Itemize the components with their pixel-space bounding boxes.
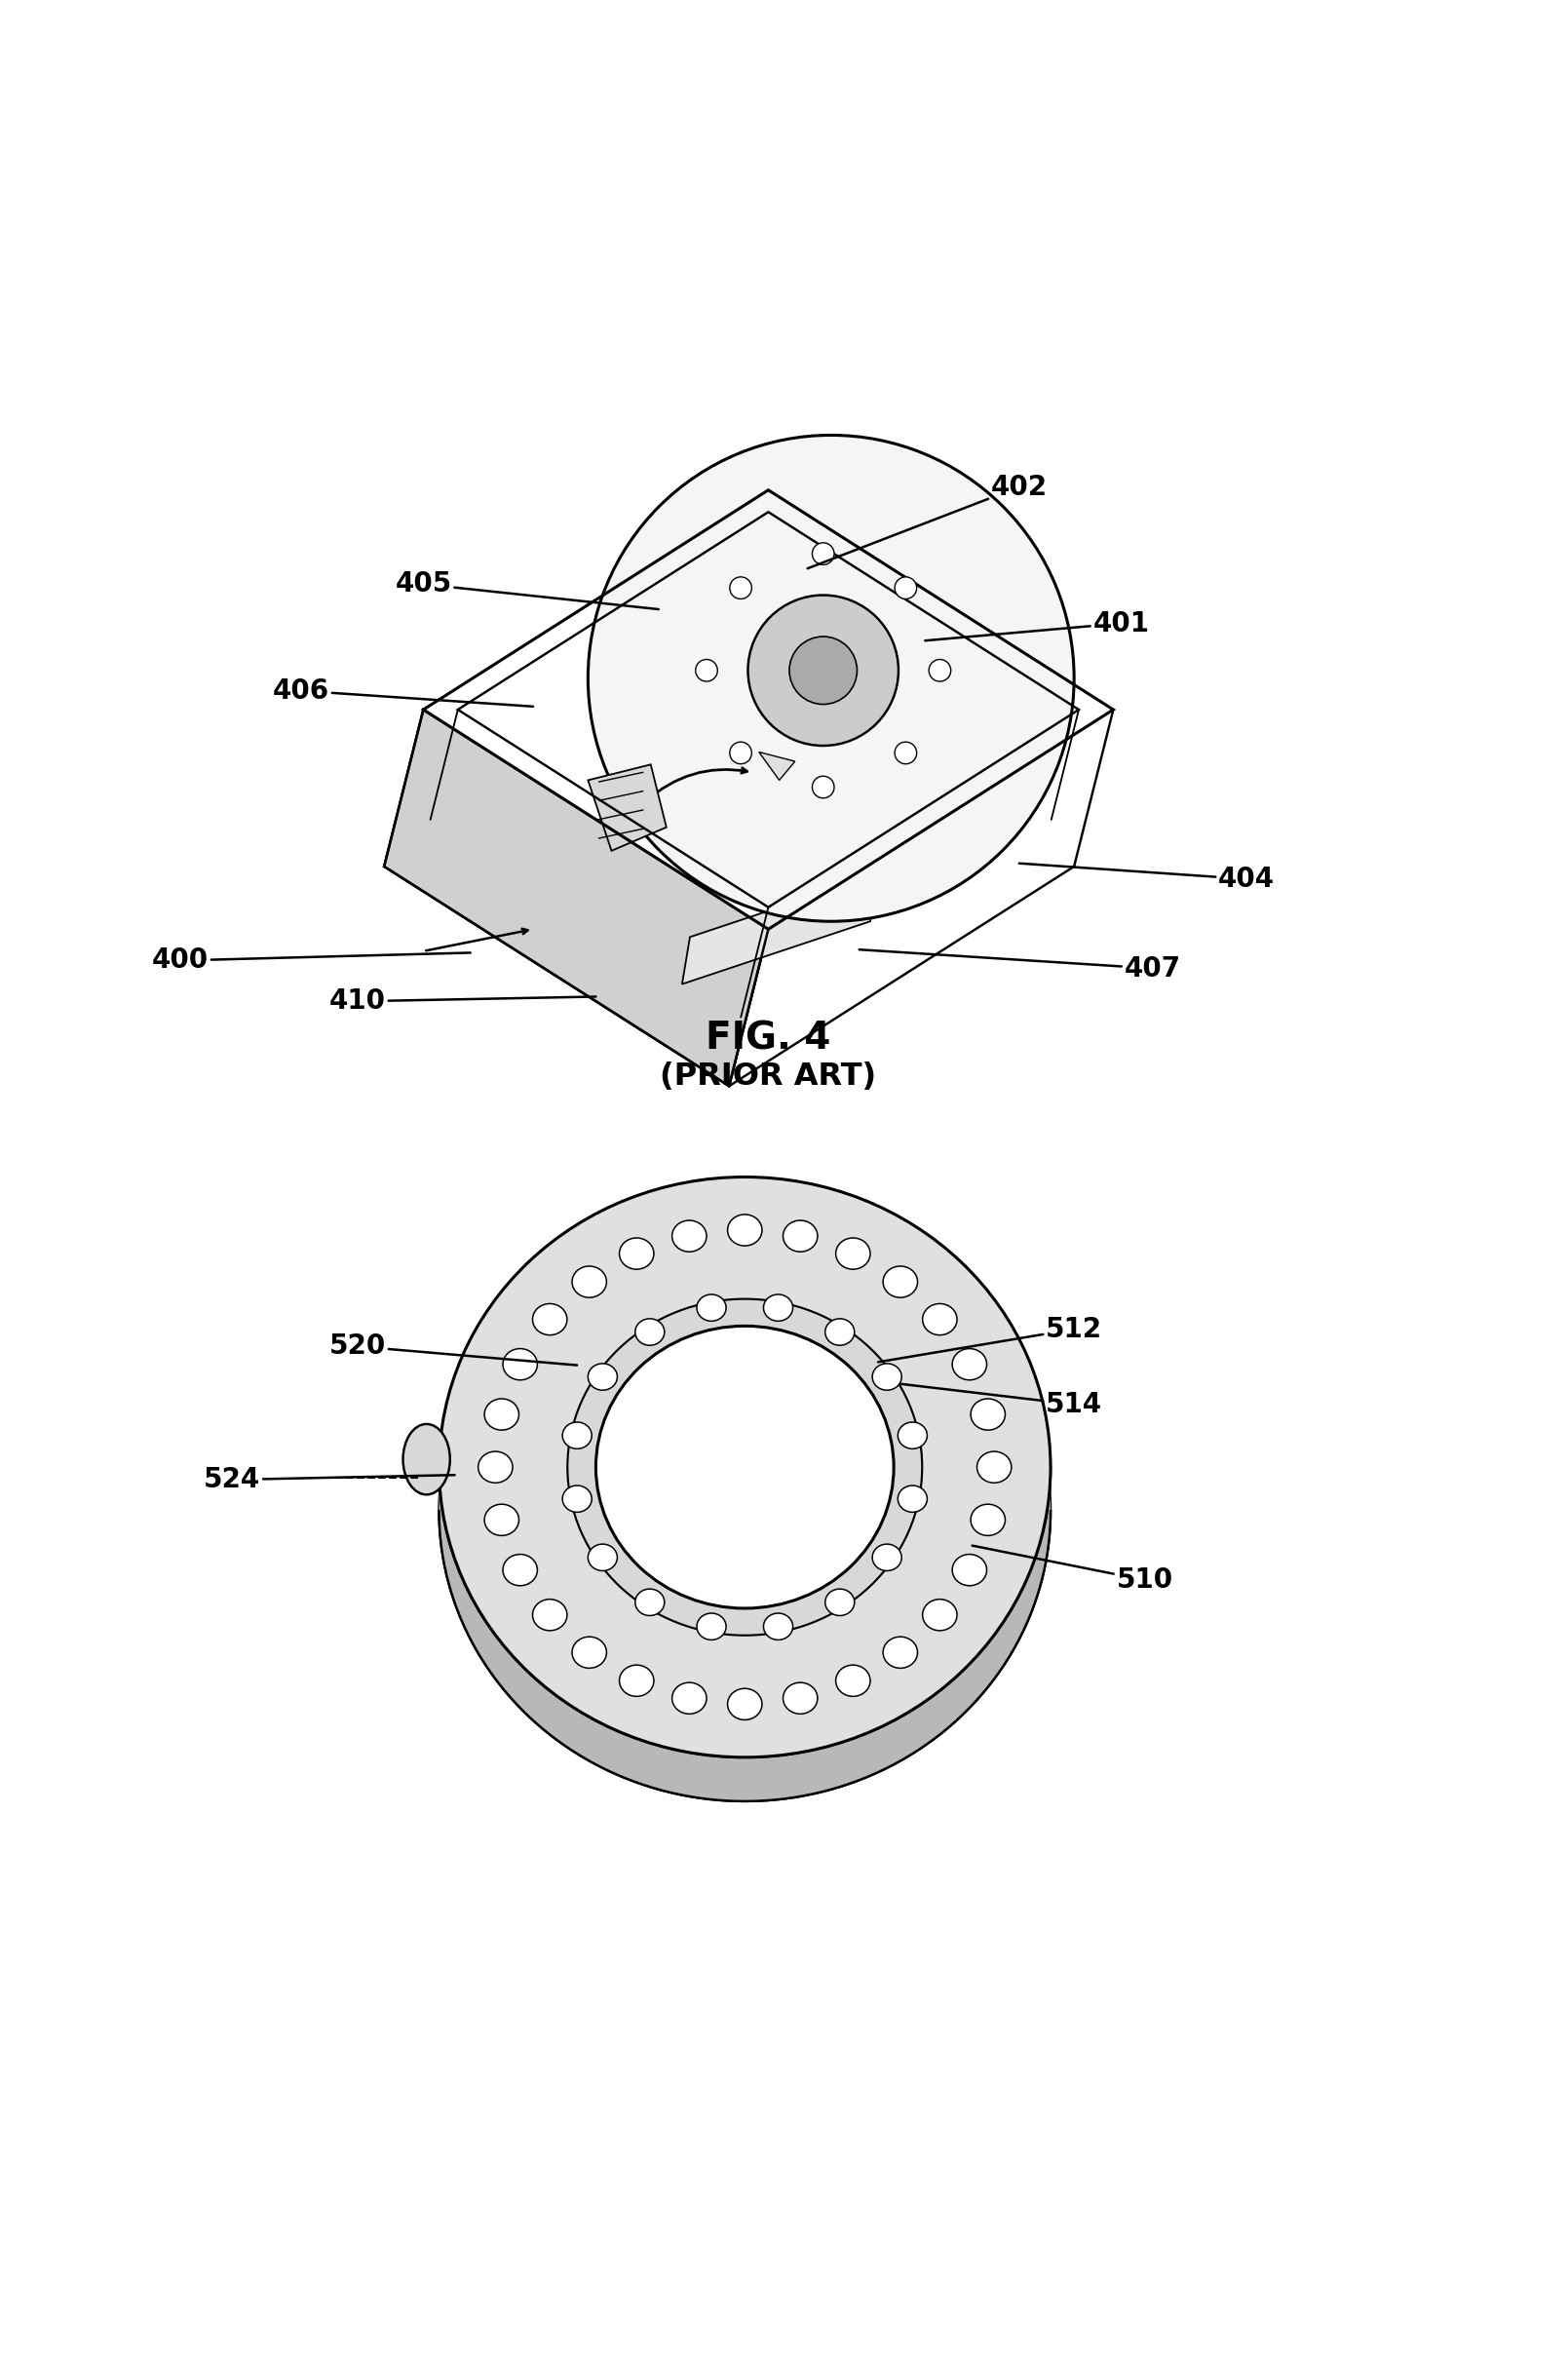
- Circle shape: [928, 659, 950, 680]
- Ellipse shape: [503, 1349, 538, 1379]
- Text: 402: 402: [808, 473, 1047, 567]
- Text: 405: 405: [395, 570, 659, 610]
- Ellipse shape: [836, 1664, 870, 1697]
- Ellipse shape: [478, 1452, 513, 1483]
- Ellipse shape: [922, 1304, 956, 1335]
- Ellipse shape: [728, 1688, 762, 1721]
- Circle shape: [812, 544, 834, 565]
- Ellipse shape: [898, 1485, 927, 1511]
- Circle shape: [729, 577, 751, 598]
- Polygon shape: [759, 751, 795, 779]
- Ellipse shape: [403, 1424, 450, 1495]
- Circle shape: [696, 659, 718, 680]
- Ellipse shape: [568, 1299, 922, 1636]
- Ellipse shape: [872, 1363, 902, 1391]
- Text: 410: 410: [329, 989, 596, 1015]
- Circle shape: [729, 742, 751, 765]
- Ellipse shape: [782, 1683, 817, 1714]
- Text: (PRIOR ART): (PRIOR ART): [660, 1062, 877, 1092]
- Ellipse shape: [971, 1504, 1005, 1535]
- Ellipse shape: [673, 1683, 707, 1714]
- Ellipse shape: [952, 1349, 986, 1379]
- Ellipse shape: [836, 1238, 870, 1269]
- Text: 401: 401: [925, 610, 1149, 640]
- Polygon shape: [439, 1467, 1051, 1801]
- Circle shape: [895, 742, 917, 765]
- Ellipse shape: [883, 1266, 917, 1297]
- Ellipse shape: [533, 1304, 568, 1335]
- Polygon shape: [682, 873, 878, 984]
- Ellipse shape: [533, 1598, 568, 1631]
- Circle shape: [748, 596, 898, 746]
- Ellipse shape: [883, 1636, 917, 1669]
- Ellipse shape: [572, 1266, 607, 1297]
- Ellipse shape: [673, 1219, 707, 1252]
- Ellipse shape: [764, 1295, 793, 1321]
- Text: 520: 520: [329, 1332, 577, 1365]
- Ellipse shape: [619, 1238, 654, 1269]
- Ellipse shape: [563, 1485, 591, 1511]
- Text: 514: 514: [902, 1384, 1102, 1417]
- Text: 524: 524: [204, 1467, 455, 1492]
- Polygon shape: [423, 490, 1113, 930]
- Ellipse shape: [439, 1222, 1051, 1801]
- Ellipse shape: [563, 1422, 591, 1448]
- Ellipse shape: [977, 1452, 1011, 1483]
- Ellipse shape: [952, 1554, 986, 1587]
- Ellipse shape: [898, 1422, 927, 1448]
- Ellipse shape: [872, 1544, 902, 1570]
- Ellipse shape: [971, 1398, 1005, 1431]
- Text: 406: 406: [273, 678, 533, 706]
- Text: 404: 404: [1019, 864, 1275, 892]
- Ellipse shape: [619, 1664, 654, 1697]
- Ellipse shape: [439, 1177, 1051, 1758]
- Ellipse shape: [485, 1398, 519, 1431]
- Ellipse shape: [922, 1598, 956, 1631]
- Ellipse shape: [782, 1219, 817, 1252]
- Ellipse shape: [635, 1318, 665, 1346]
- Circle shape: [895, 577, 917, 598]
- Ellipse shape: [825, 1318, 855, 1346]
- Polygon shape: [384, 709, 768, 1085]
- Circle shape: [812, 777, 834, 798]
- Ellipse shape: [635, 1589, 665, 1615]
- Circle shape: [789, 636, 858, 704]
- Ellipse shape: [696, 1612, 726, 1641]
- Polygon shape: [588, 765, 666, 850]
- Text: FIG. 5: FIG. 5: [706, 1676, 831, 1714]
- Ellipse shape: [572, 1636, 607, 1669]
- Text: FIG. 4: FIG. 4: [706, 1022, 831, 1057]
- Ellipse shape: [825, 1589, 855, 1615]
- Text: 407: 407: [859, 949, 1181, 982]
- Ellipse shape: [503, 1554, 538, 1587]
- Ellipse shape: [596, 1370, 894, 1653]
- Ellipse shape: [588, 1544, 618, 1570]
- Ellipse shape: [588, 1363, 618, 1391]
- Text: 400: 400: [152, 946, 470, 975]
- Circle shape: [588, 435, 1074, 920]
- Ellipse shape: [764, 1612, 793, 1641]
- Ellipse shape: [596, 1325, 894, 1608]
- Ellipse shape: [728, 1215, 762, 1245]
- Ellipse shape: [696, 1295, 726, 1321]
- Text: 512: 512: [878, 1316, 1102, 1363]
- Text: 510: 510: [972, 1547, 1173, 1594]
- Polygon shape: [384, 709, 768, 1085]
- Ellipse shape: [485, 1504, 519, 1535]
